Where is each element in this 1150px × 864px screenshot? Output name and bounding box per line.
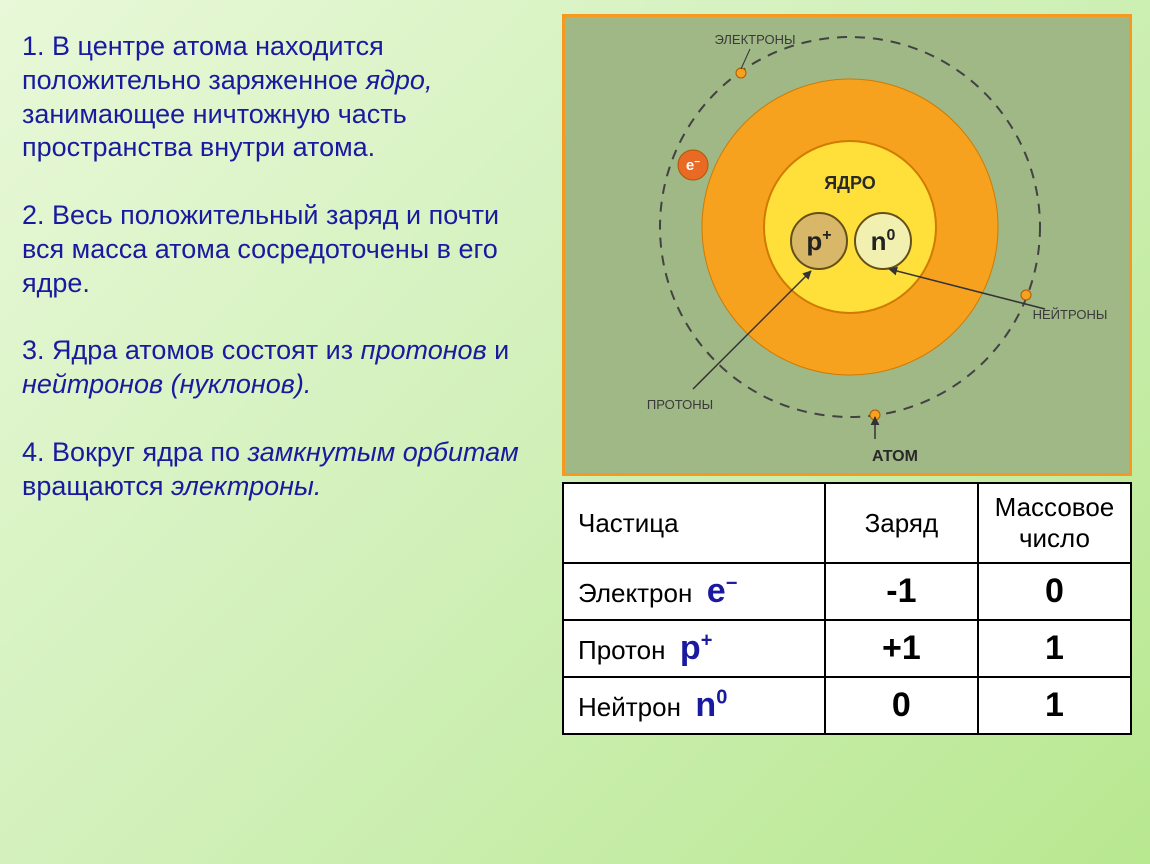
svg-text:НЕЙТРОНЫ: НЕЙТРОНЫ [1033, 307, 1108, 322]
cell-name: Нейтрон n0 [563, 677, 825, 734]
table-header-row: Частица Заряд Массовое число [563, 483, 1131, 563]
cell-charge: 0 [825, 677, 978, 734]
paragraph-3: 3. Ядра атомов состоят из протонов и ней… [22, 334, 538, 402]
paragraph-1: 1. В центре атома находится положительно… [22, 30, 538, 165]
cell-charge: -1 [825, 563, 978, 620]
svg-text:АТОМ: АТОМ [872, 448, 918, 465]
atom-diagram: ЯДРОp+n0e−ЭЛЕКТРОНЫНЕЙТРОНЫПРОТОНЫАТОМ [562, 14, 1132, 476]
th-charge: Заряд [825, 483, 978, 563]
text-column: 1. В центре атома находится положительно… [22, 30, 538, 537]
particle-table: Частица Заряд Массовое число Электрон e−… [562, 482, 1132, 735]
table-row: Электрон e−-10 [563, 563, 1131, 620]
cell-name: Протон p+ [563, 620, 825, 677]
svg-text:ПРОТОНЫ: ПРОТОНЫ [647, 397, 713, 412]
cell-mass: 0 [978, 563, 1131, 620]
paragraph-4: 4. Вокруг ядра по замкнутым орбитам вращ… [22, 436, 538, 504]
th-particle: Частица [563, 483, 825, 563]
svg-text:ЯДРО: ЯДРО [824, 173, 876, 193]
cell-name: Электрон e− [563, 563, 825, 620]
svg-text:ЭЛЕКТРОНЫ: ЭЛЕКТРОНЫ [714, 32, 795, 47]
cell-charge: +1 [825, 620, 978, 677]
paragraph-2: 2. Весь положительный заряд и почти вся … [22, 199, 538, 300]
cell-mass: 1 [978, 677, 1131, 734]
cell-mass: 1 [978, 620, 1131, 677]
table-row: Протон p++11 [563, 620, 1131, 677]
th-mass: Массовое число [978, 483, 1131, 563]
table-row: Нейтрон n001 [563, 677, 1131, 734]
